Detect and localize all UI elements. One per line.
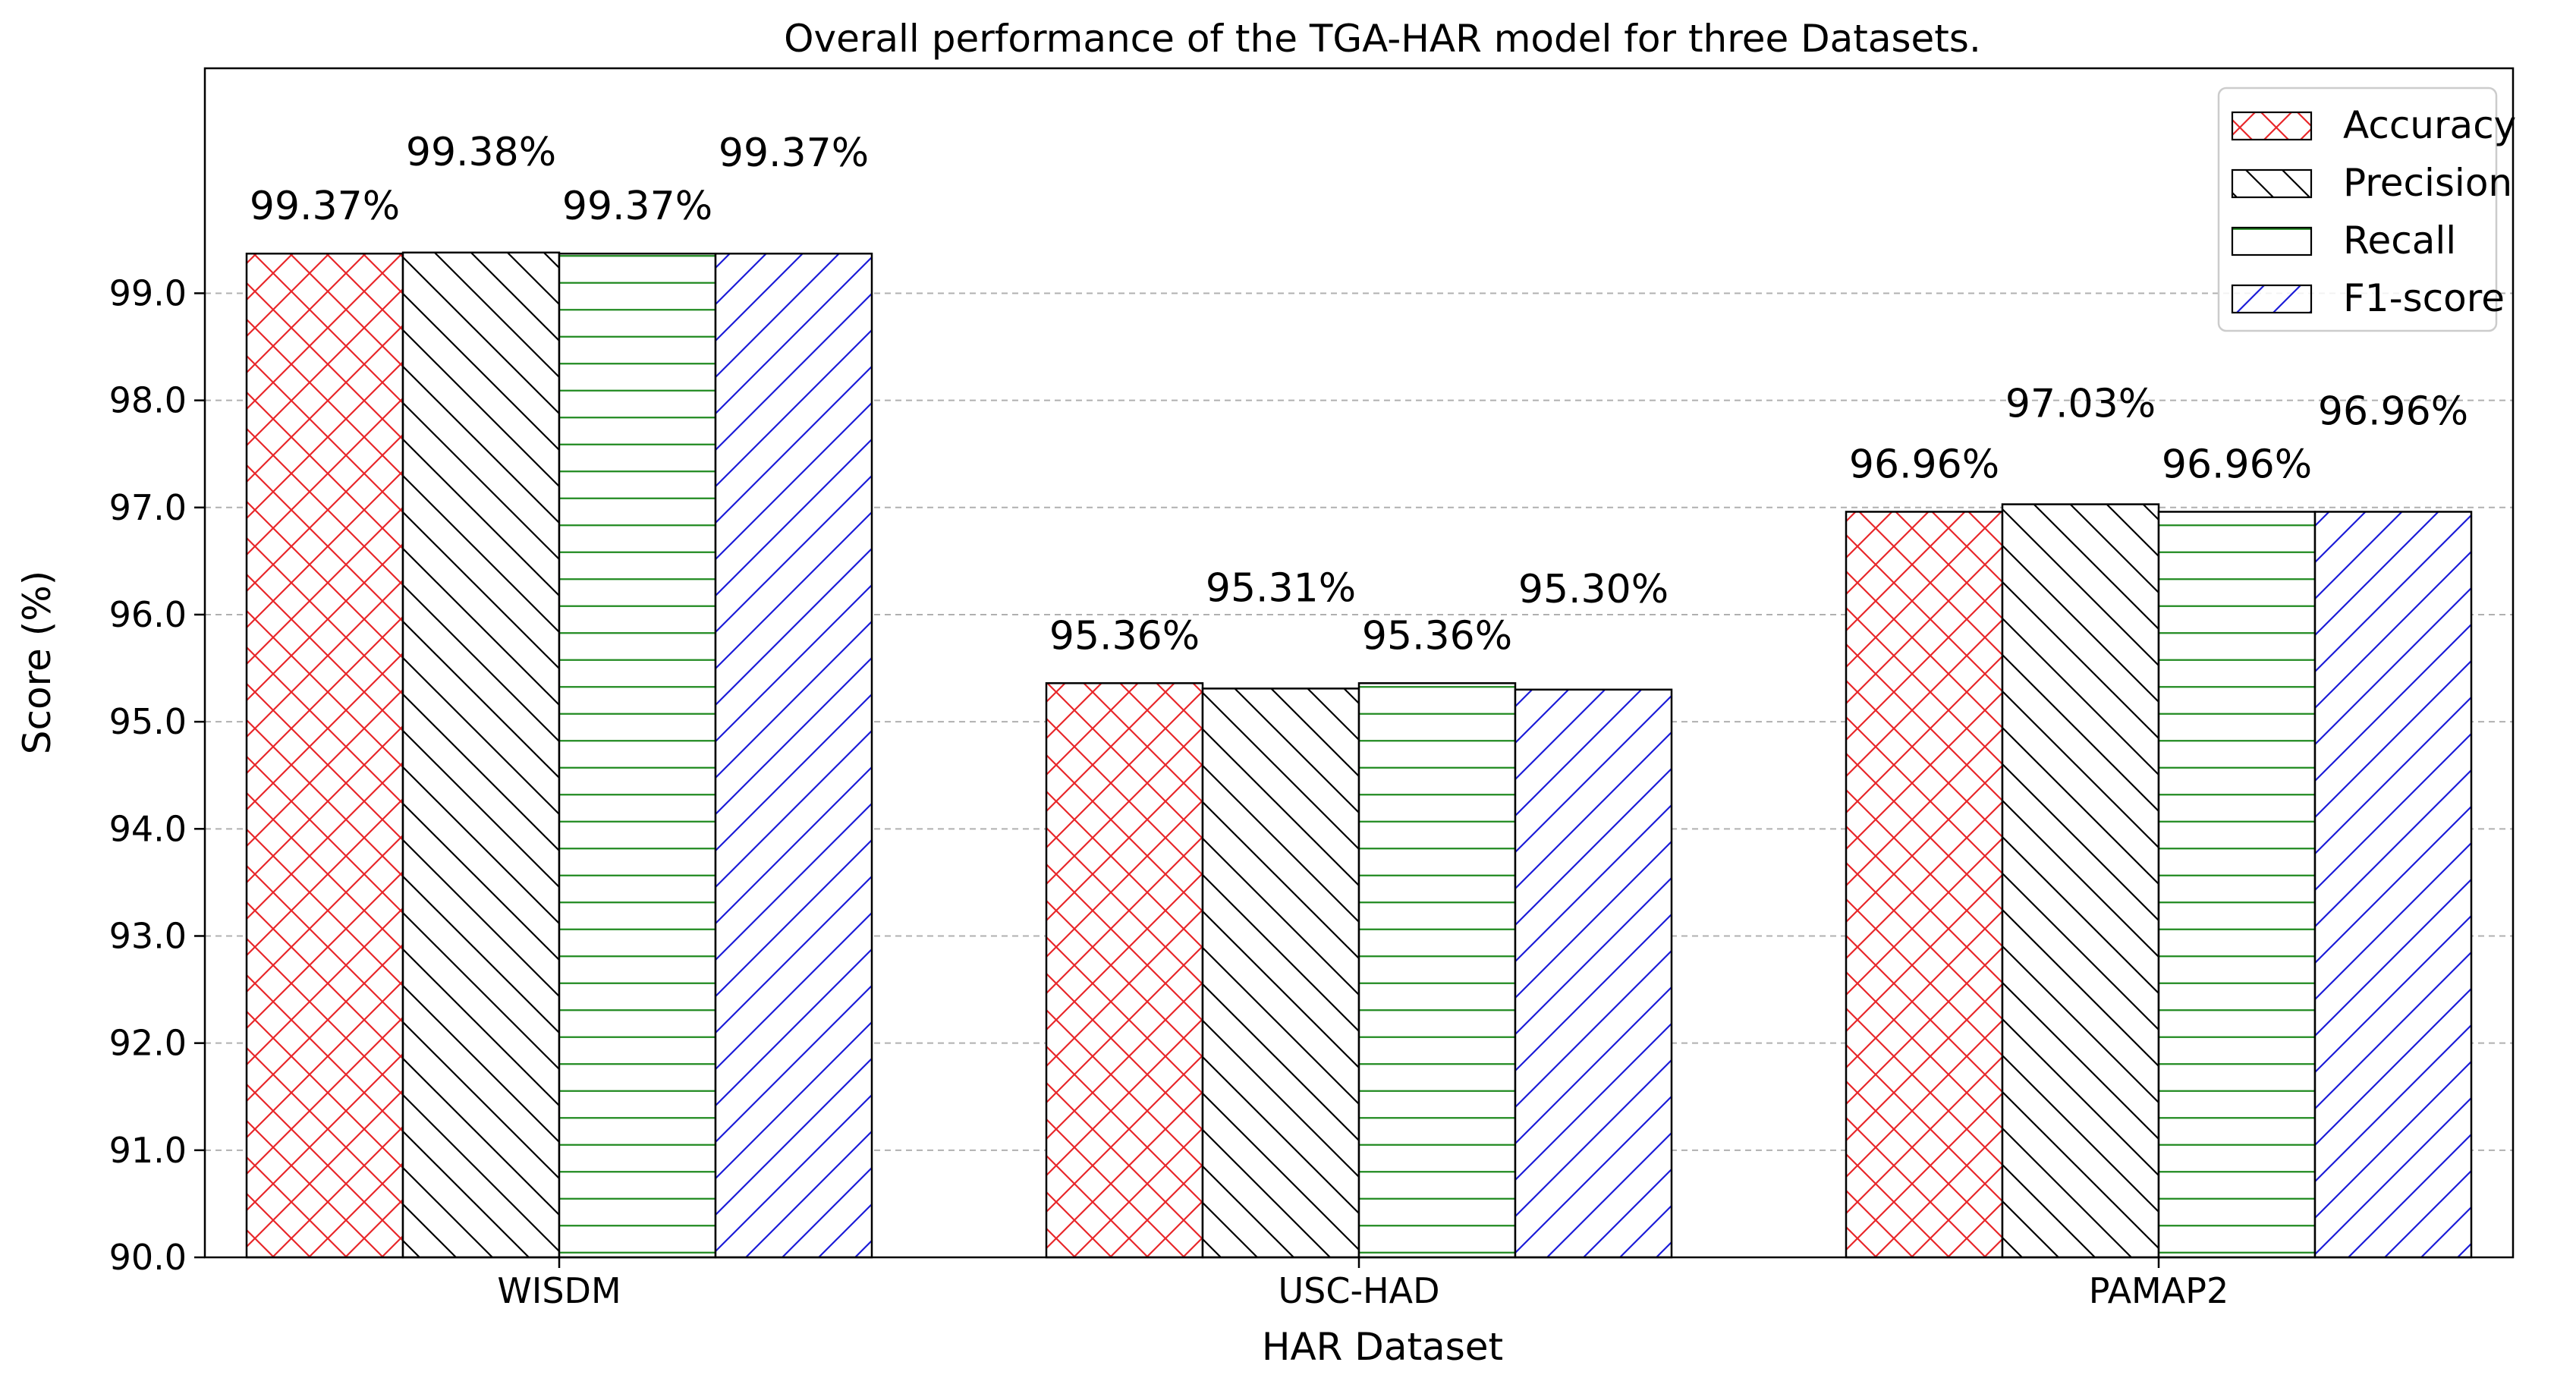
bar-f1-score-pamap2 [2313, 511, 2473, 1259]
y-tick-label: 97.0 [109, 487, 187, 528]
bar-value-label: 97.03% [2005, 382, 2156, 427]
y-tick-label: 91.0 [109, 1130, 187, 1171]
y-tick-label: 92.0 [109, 1023, 187, 1064]
bar-accuracy-wisdm [245, 252, 404, 1259]
y-tick-label: 93.0 [109, 915, 187, 956]
bar-value-label: 99.37% [562, 184, 712, 229]
legend-entry: Accuracy [2343, 103, 2516, 147]
y-tick-label: 96.0 [109, 594, 187, 635]
bar-precision-pamap2 [2001, 503, 2160, 1259]
legend-entry: Precision [2343, 161, 2512, 205]
x-axis: WISDM USC-HAD PAMAP2 [497, 1257, 2228, 1311]
bar-recall-wisdm [558, 252, 717, 1259]
bar-recall-usc-had [1357, 682, 1517, 1259]
x-axis-label: HAR Dataset [1262, 1325, 1503, 1369]
bar-recall-pamap2 [2157, 511, 2317, 1259]
legend-entry: Recall [2343, 219, 2456, 263]
bar-value-label: 96.96% [1849, 442, 1999, 487]
bars [245, 251, 2473, 1259]
y-tick-label: 98.0 [109, 380, 187, 421]
bar-accuracy-usc-had [1045, 682, 1204, 1259]
legend-swatch [2231, 111, 2313, 141]
chart-title: Overall performance of the TGA-HAR model… [784, 17, 1981, 61]
legend: Accuracy Precision Recall F1-score [2217, 87, 2516, 332]
x-tick-label: PAMAP2 [2089, 1270, 2228, 1311]
legend-swatch [2231, 168, 2313, 199]
bar-f1-score-usc-had [1514, 688, 1673, 1259]
bar-precision-wisdm [401, 251, 561, 1259]
y-tick-label: 99.0 [109, 272, 187, 313]
bar-value-label: 96.96% [2162, 442, 2312, 487]
y-tick-label: 95.0 [109, 701, 187, 742]
value-labels: 99.37%99.38%99.37%99.37%95.36%95.31%95.3… [250, 130, 2468, 659]
bar-value-label: 95.30% [1518, 567, 1669, 612]
bar-value-label: 95.31% [1206, 565, 1356, 611]
bar-value-label: 96.96% [2318, 389, 2468, 434]
bar-value-label: 95.36% [1049, 613, 1200, 659]
legend-swatch [2231, 284, 2313, 314]
y-tick-label: 90.0 [109, 1237, 187, 1278]
bar-f1-score-wisdm [714, 252, 873, 1259]
legend-swatch [2231, 226, 2313, 256]
y-axis: 90.0 91.0 92.0 93.0 94.0 95.0 96.0 97.0 98.0 99.0 [109, 272, 205, 1278]
bar-value-label: 95.36% [1362, 613, 1512, 659]
bar-value-label: 99.38% [406, 130, 556, 175]
bar-value-label: 99.37% [719, 131, 869, 176]
legend-box [2217, 87, 2498, 332]
x-tick-label: WISDM [497, 1270, 621, 1311]
y-tick-label: 94.0 [109, 808, 187, 849]
bar-precision-usc-had [1201, 687, 1360, 1259]
y-axis-label: Score (%) [15, 571, 59, 754]
legend-entry: F1-score [2343, 276, 2505, 320]
x-tick-label: USC-HAD [1278, 1270, 1439, 1311]
bar-accuracy-pamap2 [1845, 511, 2004, 1259]
bar-value-label: 99.37% [250, 184, 400, 229]
